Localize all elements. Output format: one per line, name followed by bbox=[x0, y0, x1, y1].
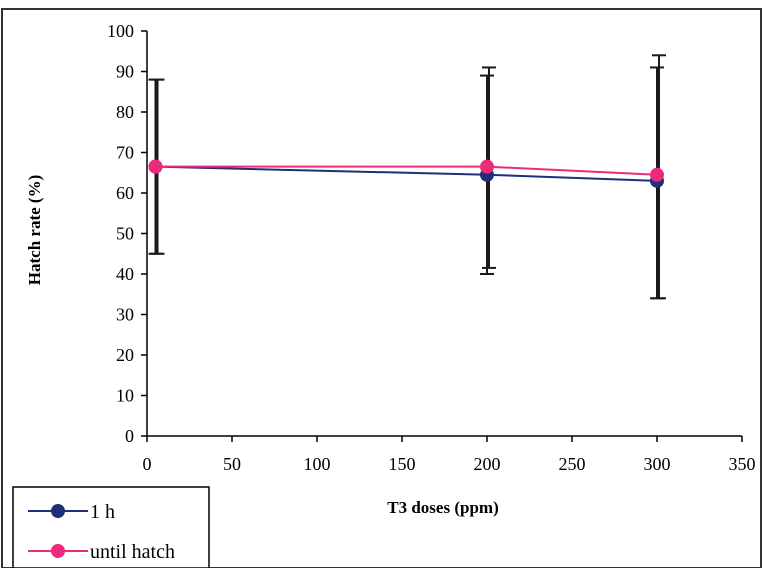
legend-swatch-marker bbox=[51, 504, 65, 518]
x-tick-label: 300 bbox=[644, 454, 671, 474]
x-tick-label: 50 bbox=[223, 454, 241, 474]
x-tick-label: 200 bbox=[474, 454, 501, 474]
y-tick-label: 50 bbox=[116, 224, 134, 244]
y-tick-label: 40 bbox=[116, 264, 134, 284]
y-tick-label: 80 bbox=[116, 102, 134, 122]
legend-label: 1 h bbox=[90, 501, 115, 523]
y-tick-label: 70 bbox=[116, 143, 134, 163]
data-point bbox=[480, 159, 494, 174]
x-tick-label: 250 bbox=[559, 454, 586, 474]
y-tick-label: 0 bbox=[125, 426, 134, 446]
x-axis-title: T3 doses (ppm) bbox=[387, 498, 498, 517]
legend-label: until hatch bbox=[90, 541, 175, 563]
legend-swatch-marker bbox=[51, 544, 65, 558]
y-tick-label: 30 bbox=[116, 305, 134, 325]
y-tick-label: 60 bbox=[116, 183, 134, 203]
data-point bbox=[148, 159, 163, 174]
x-tick-label: 150 bbox=[389, 454, 416, 474]
outer-border bbox=[1, 8, 762, 568]
axes: 0 10 20 30 40 50 60 70 80 90 100 0 50 100 150 200 250 300… bbox=[107, 21, 756, 474]
data-point bbox=[650, 167, 664, 182]
series-points bbox=[148, 159, 664, 188]
y-tick-label: 100 bbox=[107, 21, 134, 41]
y-tick-label: 10 bbox=[116, 386, 134, 406]
y-axis-title: Hatch rate (%) bbox=[25, 175, 44, 285]
legend-box bbox=[12, 486, 210, 568]
x-tick-label: 350 bbox=[729, 454, 756, 474]
y-tick-label: 90 bbox=[116, 62, 134, 82]
x-tick-label: 0 bbox=[143, 454, 152, 474]
y-tick-label: 20 bbox=[116, 345, 134, 365]
x-tick-label: 100 bbox=[304, 454, 331, 474]
legend: 1 h until hatch bbox=[12, 486, 210, 568]
